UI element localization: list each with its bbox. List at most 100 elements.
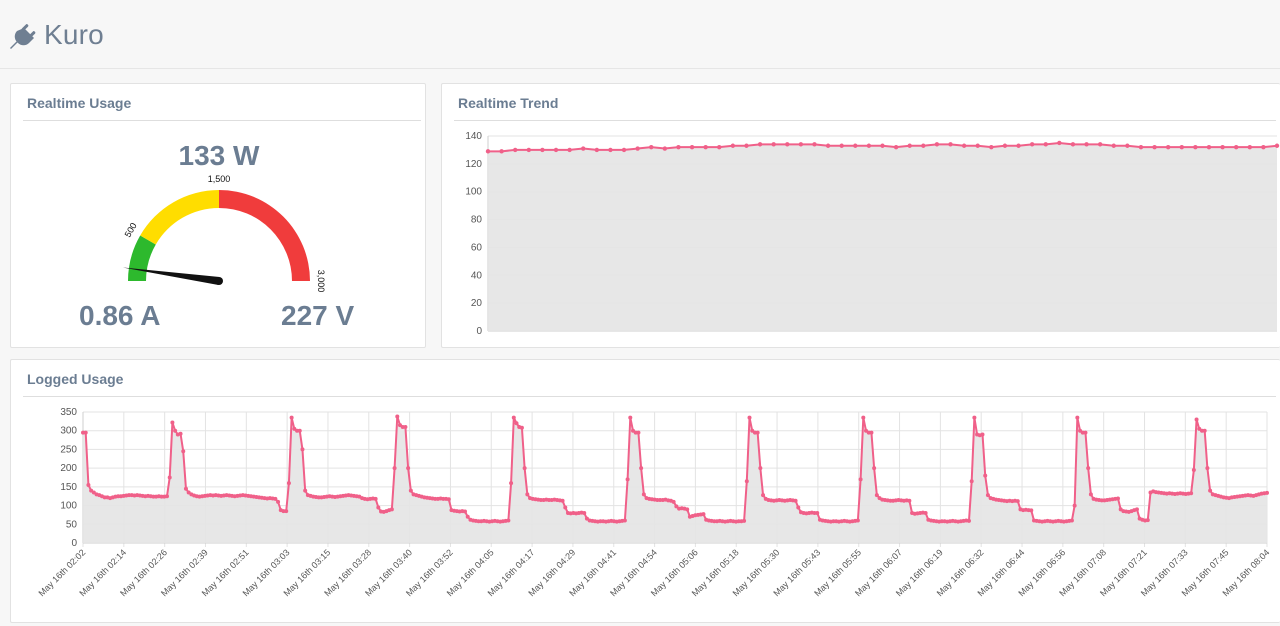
data-point[interactable] <box>771 142 776 147</box>
data-point[interactable] <box>872 466 877 471</box>
data-point[interactable] <box>628 415 633 420</box>
data-point[interactable] <box>948 142 953 147</box>
data-point[interactable] <box>303 488 308 493</box>
data-point[interactable] <box>858 477 863 482</box>
data-point[interactable] <box>685 507 690 512</box>
data-point[interactable] <box>506 518 511 523</box>
data-point[interactable] <box>761 493 766 498</box>
data-point[interactable] <box>671 499 676 504</box>
data-point[interactable] <box>525 492 530 497</box>
data-point[interactable] <box>923 511 928 516</box>
data-point[interactable] <box>389 507 394 512</box>
data-point[interactable] <box>1247 144 1252 150</box>
data-point[interactable] <box>934 142 940 147</box>
data-point[interactable] <box>969 479 974 484</box>
data-point[interactable] <box>567 147 572 153</box>
data-point[interactable] <box>622 518 627 523</box>
data-point[interactable] <box>972 415 977 420</box>
data-point[interactable] <box>1265 490 1269 495</box>
data-point[interactable] <box>961 143 967 148</box>
data-point[interactable] <box>989 144 994 150</box>
data-point[interactable] <box>880 143 885 148</box>
data-point[interactable] <box>167 475 172 480</box>
data-point[interactable] <box>1165 144 1171 150</box>
data-point[interactable] <box>689 144 695 150</box>
data-point[interactable] <box>980 432 985 437</box>
data-point[interactable] <box>874 493 879 498</box>
data-point[interactable] <box>1083 430 1088 435</box>
data-point[interactable] <box>446 497 451 502</box>
data-point[interactable] <box>594 147 600 153</box>
data-point[interactable] <box>1115 496 1120 501</box>
data-point[interactable] <box>966 518 971 523</box>
data-point[interactable] <box>717 144 722 150</box>
data-point[interactable] <box>907 498 912 503</box>
data-point[interactable] <box>676 144 681 150</box>
data-point[interactable] <box>1069 518 1074 523</box>
data-point[interactable] <box>649 144 654 150</box>
data-point[interactable] <box>853 143 858 148</box>
data-point[interactable] <box>755 430 760 435</box>
data-point[interactable] <box>1111 143 1116 148</box>
data-point[interactable] <box>1086 466 1091 471</box>
data-point[interactable] <box>798 142 804 147</box>
data-point[interactable] <box>1134 507 1139 512</box>
app-title[interactable]: Kuro <box>44 19 104 50</box>
data-point[interactable] <box>815 511 820 516</box>
data-point[interactable] <box>376 505 381 510</box>
data-point[interactable] <box>812 142 817 147</box>
data-point[interactable] <box>465 514 470 519</box>
data-point[interactable] <box>1152 144 1157 150</box>
data-point[interactable] <box>170 420 175 425</box>
data-point[interactable] <box>86 482 91 487</box>
data-point[interactable] <box>1206 144 1212 150</box>
data-point[interactable] <box>395 414 400 419</box>
data-point[interactable] <box>855 518 860 523</box>
data-point[interactable] <box>289 415 294 420</box>
data-point[interactable] <box>983 473 988 478</box>
data-point[interactable] <box>1145 518 1150 523</box>
data-point[interactable] <box>701 512 706 517</box>
data-point[interactable] <box>284 509 289 514</box>
data-point[interactable] <box>1179 144 1184 150</box>
data-point[interactable] <box>793 498 798 503</box>
data-point[interactable] <box>297 428 302 433</box>
data-point[interactable] <box>796 505 801 510</box>
data-point[interactable] <box>164 494 169 499</box>
data-point[interactable] <box>635 146 640 151</box>
data-point[interactable] <box>300 447 305 452</box>
data-point[interactable] <box>985 493 990 498</box>
data-point[interactable] <box>608 147 613 153</box>
data-point[interactable] <box>742 518 747 523</box>
data-point[interactable] <box>625 477 630 482</box>
data-point[interactable] <box>641 492 646 497</box>
data-point[interactable] <box>1015 499 1020 504</box>
data-point[interactable] <box>582 511 587 516</box>
data-point[interactable] <box>1072 503 1077 508</box>
data-point[interactable] <box>1002 143 1008 148</box>
data-point[interactable] <box>563 505 568 510</box>
data-point[interactable] <box>178 431 183 436</box>
data-point[interactable] <box>1043 142 1048 147</box>
data-point[interactable] <box>1191 468 1196 473</box>
data-point[interactable] <box>1138 144 1144 150</box>
data-point[interactable] <box>785 142 790 147</box>
data-point[interactable] <box>511 415 516 420</box>
data-point[interactable] <box>975 143 980 148</box>
data-point[interactable] <box>621 147 627 153</box>
data-point[interactable] <box>1194 417 1199 422</box>
data-point[interactable] <box>744 143 749 148</box>
data-point[interactable] <box>526 147 532 153</box>
data-point[interactable] <box>1193 144 1198 150</box>
data-point[interactable] <box>276 499 281 504</box>
data-point[interactable] <box>1220 144 1225 150</box>
data-point[interactable] <box>581 146 586 151</box>
data-point[interactable] <box>921 143 926 148</box>
data-point[interactable] <box>1261 144 1266 150</box>
data-point[interactable] <box>406 466 411 471</box>
data-point[interactable] <box>1029 142 1035 147</box>
data-point[interactable] <box>869 430 874 435</box>
data-point[interactable] <box>553 147 559 153</box>
data-point[interactable] <box>560 498 565 503</box>
data-point[interactable] <box>408 488 413 493</box>
